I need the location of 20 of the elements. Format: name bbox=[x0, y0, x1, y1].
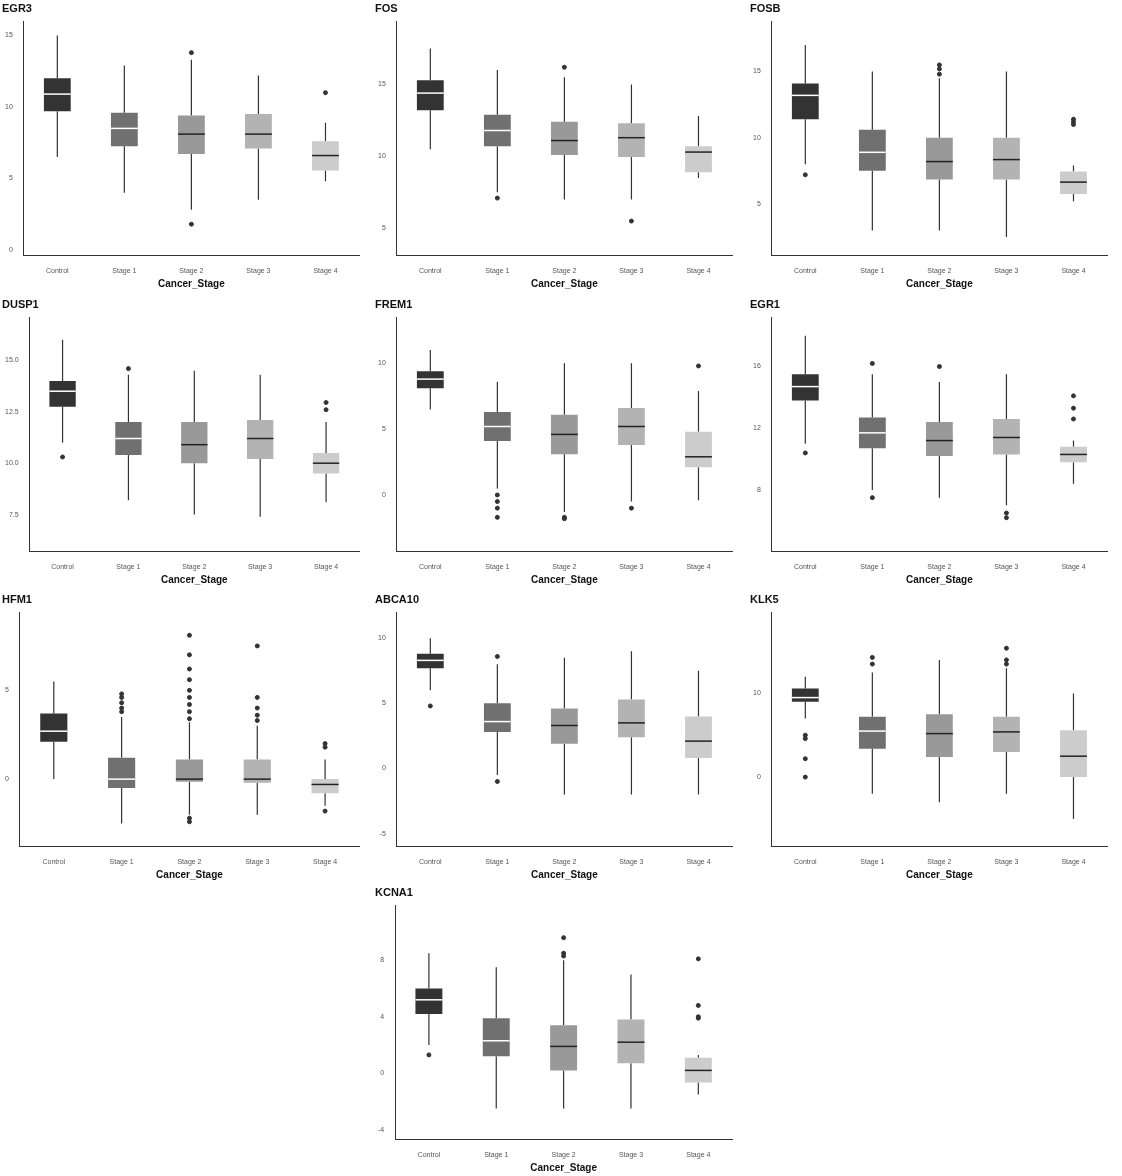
x-axis-title: Cancer_Stage bbox=[530, 1161, 598, 1173]
chart-title: FOS bbox=[375, 1, 398, 14]
chart-title: FREM1 bbox=[375, 297, 413, 310]
x-axis-title: Cancer_Stage bbox=[156, 868, 224, 880]
chart-title: EGR1 bbox=[750, 297, 780, 310]
chart-title: HFM1 bbox=[2, 592, 32, 605]
x-axis-title: Cancer_Stage bbox=[531, 573, 599, 585]
x-axis-title: Cancer_Stage bbox=[906, 868, 974, 880]
x-axis-title: Cancer_Stage bbox=[158, 277, 226, 289]
chart-title: KLK5 bbox=[750, 592, 779, 605]
x-axis-title: Cancer_Stage bbox=[531, 868, 599, 880]
chart-title: FOSB bbox=[750, 1, 781, 14]
x-axis-title: Cancer_Stage bbox=[906, 277, 974, 289]
x-axis-title: Cancer_Stage bbox=[160, 573, 229, 585]
x-axis-title: Cancer_Stage bbox=[906, 573, 974, 585]
chart-title: EGR3 bbox=[2, 1, 32, 14]
chart-title: DUSP1 bbox=[2, 297, 39, 310]
chart-title: KCNA1 bbox=[375, 885, 413, 898]
chart-title: ABCA10 bbox=[375, 592, 420, 605]
x-axis-title: Cancer_Stage bbox=[531, 277, 599, 289]
